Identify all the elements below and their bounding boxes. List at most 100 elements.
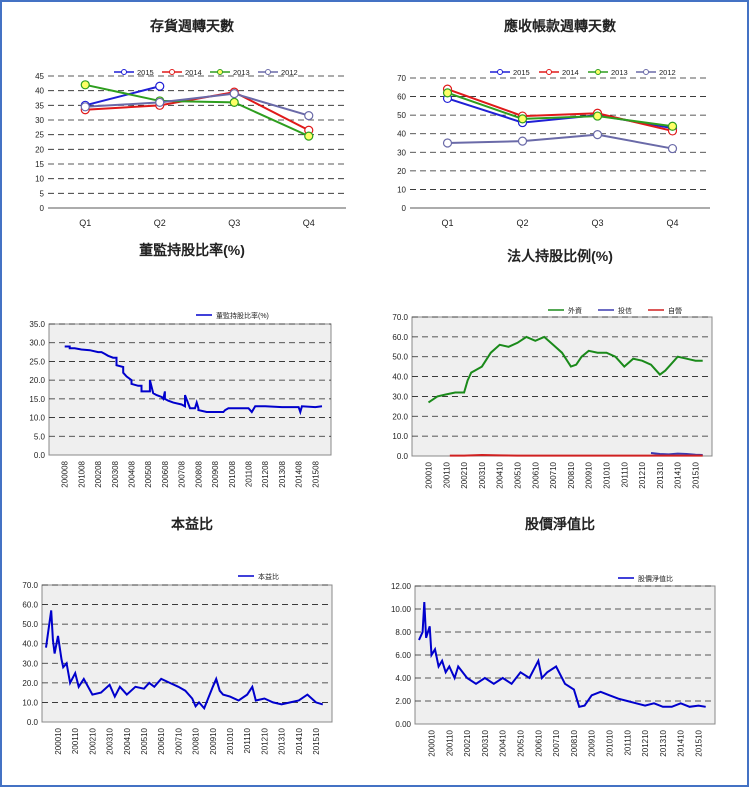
inventory-ytick-label: 30 (35, 116, 44, 125)
receivable-legend-label-2015: 2015 (513, 68, 530, 77)
director-xtick-label: 200308 (111, 460, 120, 487)
receivable-xtick-label: Q2 (516, 218, 528, 228)
director-ytick-label: 35.0 (29, 320, 45, 329)
director-ytick-label: 15.0 (29, 395, 45, 404)
institutional-ytick-label: 40.0 (392, 373, 408, 382)
director-ytick-label: 5.0 (34, 432, 46, 441)
institutional-xtick-label: 200610 (531, 461, 540, 488)
institutional-legend-label: 自營 (668, 306, 682, 315)
pb-ytick-label: 8.00 (395, 628, 411, 637)
receivable-point-2013 (517, 114, 528, 124)
receivable-ytick-label: 60 (397, 93, 406, 102)
inventory-series-line-2012 (85, 92, 310, 117)
inventory-ytick-label: 15 (35, 160, 44, 169)
pb-xtick-label: 201010 (606, 729, 615, 756)
pb-xtick-label: 200410 (499, 729, 508, 756)
institutional-xtick-label: 201110 (620, 461, 629, 487)
pb-xtick-label: 200610 (534, 729, 543, 756)
institutional-ytick-label: 50.0 (392, 353, 408, 362)
institutional-xtick-label: 201510 (692, 461, 701, 488)
pe-xtick-label: 200210 (88, 727, 97, 754)
director-ytick-label: 30.0 (29, 339, 45, 348)
pb-xtick-label: 200210 (463, 729, 472, 756)
inventory-point-2015 (155, 81, 165, 91)
inventory-ytick-label: 35 (35, 101, 44, 110)
inventory-point-2013 (304, 131, 314, 141)
pe-ytick-label: 10.0 (22, 698, 38, 707)
pe-ytick-label: 60.0 (22, 601, 38, 610)
institutional-xtick-label: 200910 (585, 461, 594, 488)
pe-xtick-label: 201210 (260, 727, 269, 754)
receivable-xtick-label: Q4 (666, 218, 678, 228)
director-ytick-label: 25.0 (29, 357, 45, 366)
receivable-ytick-label: 10 (397, 185, 406, 194)
pb-xtick-label: 201210 (641, 729, 650, 756)
inventory-chart-title: 存貨週轉天數 (150, 18, 234, 34)
director-xtick-label: 200708 (178, 460, 187, 487)
inventory-point-2012 (155, 97, 165, 108)
receivable-xtick-label: Q1 (441, 218, 453, 228)
director-xtick-label: 201308 (278, 460, 287, 487)
inventory-xtick-label: Q4 (303, 218, 315, 228)
inventory-legend-marker-2013 (217, 69, 223, 75)
institutional-xtick-label: 200810 (567, 461, 576, 488)
institutional-plot-area (411, 316, 713, 457)
pe-ytick-label: 0.0 (27, 718, 39, 727)
inventory-point-2012 (229, 88, 239, 99)
inventory-series-line-2013 (85, 83, 310, 138)
director-xtick-label: 201208 (261, 460, 270, 487)
institutional-xtick-label: 200010 (424, 461, 433, 488)
receivable-legend-label-2014: 2014 (562, 68, 579, 77)
receivable-series-line-2012 (447, 133, 673, 150)
institutional-xtick-label: 201010 (603, 461, 612, 488)
inventory-ytick-label: 0 (40, 204, 45, 213)
receivable-legend-marker-2014 (546, 69, 552, 75)
receivable-chart-title: 應收帳款週轉天數 (504, 18, 616, 34)
institutional-xtick-label: 200310 (478, 461, 487, 488)
receivable-legend-marker-2013 (595, 69, 601, 75)
inventory-legend-label-2015: 2015 (137, 68, 154, 77)
receivable-xtick-label: Q3 (591, 218, 603, 228)
receivable-ytick-label: 50 (397, 111, 406, 120)
pe-ytick-label: 40.0 (22, 640, 38, 649)
inventory-legend-label-2012: 2012 (281, 68, 298, 77)
pb-xtick-label: 201310 (659, 729, 668, 756)
pe-xtick-label: 200510 (140, 727, 149, 754)
pe-ytick-label: 30.0 (22, 659, 38, 668)
receivable-legend-marker-2012 (643, 69, 649, 75)
inventory-ytick-label: 10 (35, 175, 44, 184)
director-xtick-label: 200408 (128, 460, 137, 487)
inventory-point-2013 (229, 97, 239, 108)
pe-xtick-label: 201010 (226, 727, 235, 754)
inventory-ytick-label: 45 (35, 72, 44, 81)
receivable-legend-marker-2015 (497, 69, 503, 75)
receivable-series-line-2013 (447, 91, 673, 128)
pb-xtick-label: 200010 (427, 729, 436, 756)
inventory-point-2012 (80, 102, 90, 112)
director-chart-title: 董監持股比率(%) (139, 242, 245, 258)
institutional-chart-title: 法人持股比例(%) (507, 248, 613, 264)
pb-ytick-label: 10.00 (391, 605, 412, 614)
pb-xtick-label: 201410 (677, 729, 686, 756)
pb-xtick-label: 201510 (695, 729, 704, 756)
receivable-ytick-label: 40 (397, 130, 406, 139)
pe-xtick-label: 200810 (192, 727, 201, 754)
director-xtick-label: 200208 (94, 460, 103, 487)
director-xtick-label: 201008 (228, 460, 237, 487)
institutional-legend-label: 外資 (568, 306, 582, 315)
inventory-legend-marker-2014 (169, 69, 175, 75)
director-series-line (64, 345, 323, 416)
receivable-point-2013 (592, 111, 603, 121)
institutional-xtick-label: 201210 (638, 461, 647, 488)
pe-xtick-label: 201510 (312, 727, 321, 754)
pe-series-line (45, 610, 324, 711)
pb-series-line (418, 602, 706, 708)
inventory-ytick-label: 5 (40, 189, 45, 198)
receivable-point-2013 (667, 121, 678, 131)
pb-xtick-label: 201110 (623, 729, 632, 755)
director-xtick-label: 200008 (61, 460, 70, 487)
director-xtick-label: 200808 (194, 460, 203, 487)
inventory-xtick-label: Q3 (228, 218, 240, 228)
institutional-ytick-label: 70.0 (392, 313, 408, 322)
